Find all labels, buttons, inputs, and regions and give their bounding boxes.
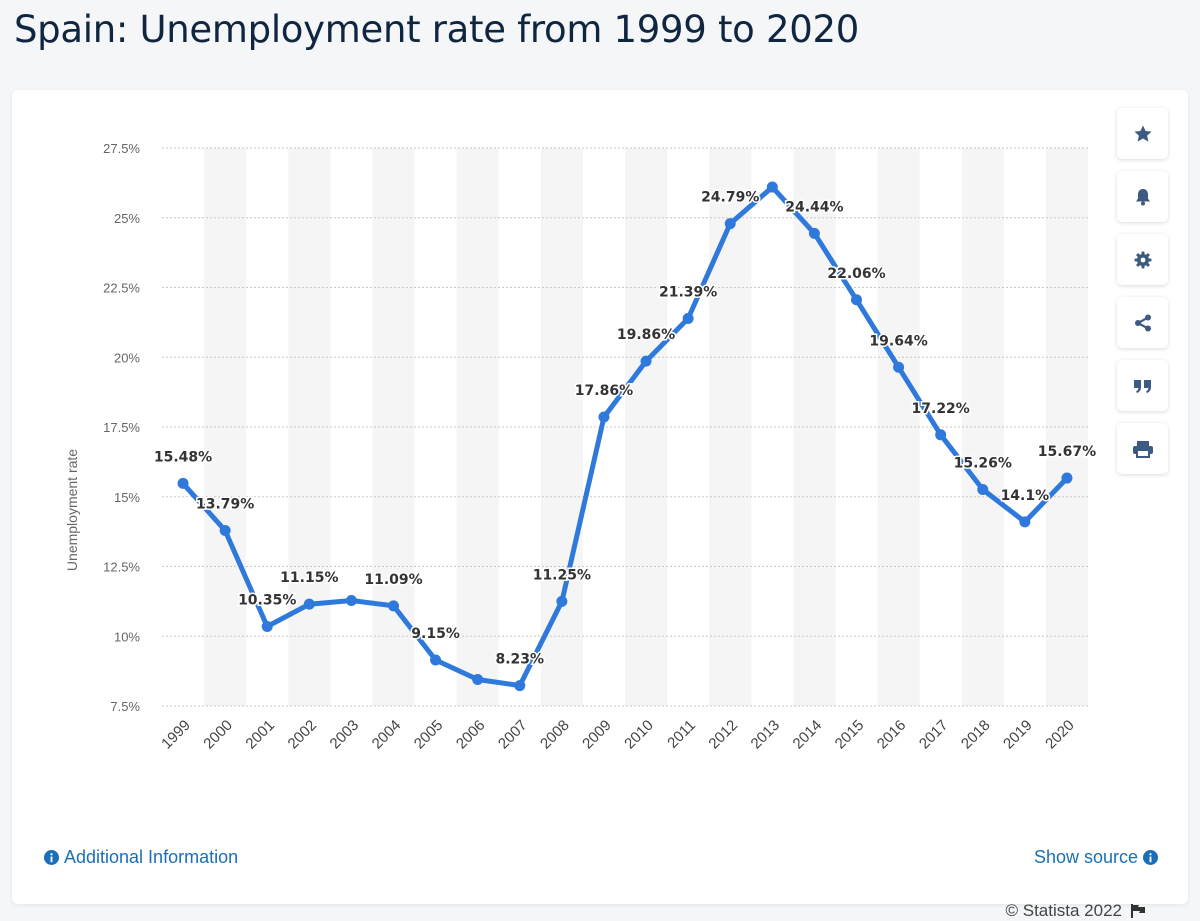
data-point[interactable] [851, 294, 862, 306]
x-tick-label: 2006 [453, 717, 489, 753]
data-label: 24.44% [785, 199, 843, 215]
data-label: 19.64% [869, 333, 927, 349]
data-point[interactable] [808, 227, 820, 239]
print-button[interactable] [1117, 423, 1168, 474]
data-point[interactable] [935, 429, 947, 441]
y-tick-label: 17.5% [103, 420, 140, 435]
data-label: 8.23% [495, 652, 544, 668]
statista-credit: © Statista 2022 [1006, 901, 1147, 921]
data-point[interactable] [598, 411, 610, 423]
favorite-button[interactable] [1117, 108, 1168, 159]
flag-icon[interactable] [1130, 903, 1146, 919]
show-source-label: Show source [1033, 847, 1138, 867]
data-point[interactable] [724, 218, 736, 230]
show-source-link[interactable]: Show source [1034, 847, 1158, 868]
quote-icon [1133, 379, 1151, 393]
data-label: 15.26% [954, 455, 1012, 471]
data-label: 24.79% [701, 190, 759, 206]
data-point[interactable] [514, 680, 526, 692]
data-point[interactable] [345, 595, 357, 607]
line-chart: 7.5% 10% 12.5% 15% 17.5% 20% 22.5% 25% 27.5% 199… [64, 141, 1098, 753]
chart-card: 7.5% 10% 12.5% 15% 17.5% 20% 22.5% 25% 27.5% 199… [12, 90, 1188, 920]
data-point[interactable] [261, 620, 273, 632]
y-axis-label: Unemployment rate [64, 449, 80, 571]
share-icon [1134, 314, 1151, 331]
data-label: 11.15% [280, 570, 338, 586]
x-tick-label: 2014 [790, 717, 826, 753]
data-label: 9.15% [411, 626, 460, 642]
x-tick-label: 2019 [1000, 717, 1036, 753]
data-label: 15.48% [154, 449, 212, 465]
star-icon [1133, 125, 1152, 142]
bell-icon [1135, 188, 1150, 205]
data-label: 11.09% [364, 572, 422, 588]
data-point[interactable] [556, 595, 568, 607]
x-tick-label: 2007 [495, 717, 531, 753]
data-point[interactable] [640, 355, 652, 367]
y-tick-label: 12.5% [103, 560, 140, 575]
y-tick-label: 7.5% [110, 699, 140, 714]
share-button[interactable] [1117, 297, 1168, 348]
data-label: 22.06% [827, 266, 885, 282]
data-point[interactable] [303, 598, 315, 610]
data-label: 21.39% [659, 284, 717, 300]
x-tick-label: 2008 [537, 717, 573, 753]
y-tick-label: 20% [114, 350, 140, 365]
x-tick-label: 2018 [958, 717, 994, 753]
y-tick-label: 27.5% [103, 141, 140, 156]
x-tick-label: 2012 [705, 717, 741, 753]
x-tick-label: 2016 [874, 717, 910, 753]
chart-toolbar [1117, 108, 1168, 486]
x-tick-label: 2011 [664, 717, 699, 752]
data-label: 13.79% [196, 497, 254, 513]
x-tick-label: 2020 [1042, 717, 1078, 753]
additional-information-label: Additional Information [64, 847, 239, 867]
data-point[interactable] [472, 673, 484, 685]
additional-information-link[interactable]: Additional Information [44, 847, 238, 868]
info-icon [44, 850, 59, 865]
series-line [180, 184, 1070, 689]
y-tick-label: 22.5% [103, 281, 140, 296]
x-tick-label: 2002 [285, 717, 321, 753]
cite-button[interactable] [1117, 360, 1168, 411]
print-icon [1132, 440, 1153, 458]
data-point[interactable] [430, 654, 442, 666]
x-tick-label: 2000 [200, 717, 236, 753]
data-label: 15.67% [1038, 444, 1096, 460]
data-label: 14.1% [1001, 488, 1050, 504]
page-title: Spain: Unemployment rate from 1999 to 20… [14, 8, 859, 51]
data-point[interactable] [388, 600, 399, 612]
settings-button[interactable] [1117, 234, 1168, 285]
x-tick-label: 1999 [158, 717, 194, 753]
data-label: 10.35% [238, 592, 296, 608]
data-point[interactable] [177, 477, 189, 489]
gear-icon [1134, 251, 1151, 268]
data-point[interactable] [219, 525, 231, 537]
data-point[interactable] [1019, 516, 1031, 528]
data-label: 17.22% [912, 401, 970, 417]
data-point[interactable] [682, 312, 694, 324]
y-tick-label: 15% [114, 490, 140, 505]
data-point[interactable] [977, 483, 989, 495]
x-tick-label: 2009 [579, 717, 615, 753]
x-tick-label: 2013 [748, 717, 784, 753]
data-point[interactable] [893, 361, 905, 373]
x-tick-label: 2017 [916, 717, 952, 753]
y-tick-label: 10% [114, 629, 140, 644]
x-tick-label: 2015 [832, 717, 868, 753]
notification-button[interactable] [1117, 171, 1168, 222]
data-label: 11.25% [533, 567, 591, 583]
data-label: 17.86% [575, 383, 633, 399]
data-label: 19.86% [617, 327, 675, 343]
x-tick-label: 2004 [369, 717, 405, 753]
credit-text: © Statista 2022 [1005, 901, 1123, 920]
info-icon [1143, 850, 1158, 865]
data-point[interactable] [1061, 472, 1073, 484]
data-point[interactable] [766, 181, 778, 193]
x-tick-label: 2001 [242, 717, 278, 753]
y-tick-label: 25% [114, 211, 140, 226]
x-tick-label: 2003 [327, 717, 363, 753]
x-tick-label: 2010 [621, 717, 657, 753]
x-tick-label: 2005 [411, 717, 447, 753]
